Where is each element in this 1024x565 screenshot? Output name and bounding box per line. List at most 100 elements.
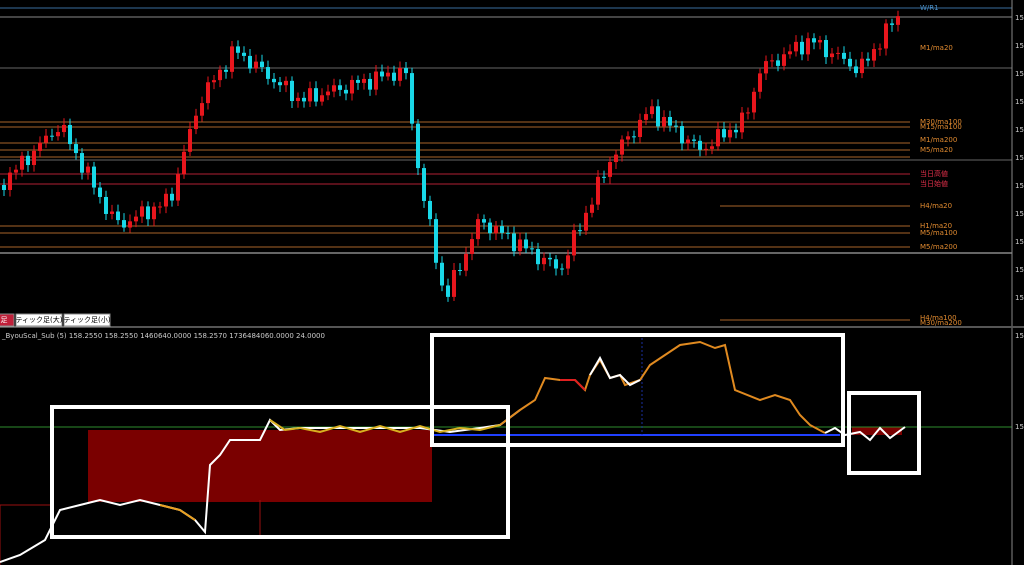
candle-body: [206, 82, 210, 104]
candle-body: [8, 172, 12, 191]
candle-body: [734, 129, 738, 133]
price-label: 15: [1015, 14, 1024, 22]
candle-body: [278, 82, 282, 86]
candle-body: [92, 166, 96, 188]
level-label: M30/ma200: [920, 319, 962, 327]
candle-body: [506, 232, 510, 234]
candle-body: [272, 78, 276, 83]
candle-body: [476, 219, 480, 240]
tool-button[interactable]: [15, 313, 63, 327]
price-label: 15: [1015, 294, 1024, 302]
candle-body: [584, 212, 588, 231]
tool-button[interactable]: [0, 313, 15, 327]
candle-body: [248, 55, 252, 69]
candle-body: [800, 41, 804, 55]
candle-body: [98, 187, 102, 197]
candle-body: [566, 255, 570, 269]
candle-body: [632, 136, 636, 138]
candle-body: [740, 112, 744, 133]
sub-pane: _ByouScal_Sub (5) 158.2550 158.2550 1460…: [0, 328, 1013, 565]
candle-body: [242, 52, 246, 56]
candle-body: [758, 73, 762, 92]
candle-body: [2, 185, 6, 191]
level-label: 当日始値: [920, 179, 948, 188]
candle-body: [554, 259, 558, 269]
zone: [88, 430, 432, 502]
zone-edge: [0, 500, 261, 565]
candle-body: [848, 58, 852, 67]
candle-body: [776, 60, 780, 66]
candle-body: [782, 54, 786, 66]
candle-body: [356, 79, 360, 83]
candle-body: [14, 169, 18, 173]
candle-body: [854, 66, 858, 74]
candle-body: [464, 253, 468, 271]
candle-body: [170, 193, 174, 201]
candle-body: [380, 71, 384, 77]
candle-body: [512, 233, 516, 252]
candle-body: [590, 204, 594, 213]
candle-body: [152, 206, 156, 220]
candle-body: [428, 200, 432, 220]
candle-body: [374, 71, 378, 90]
candle-body: [212, 80, 216, 83]
level-label: M5/ma20: [920, 146, 953, 154]
candle-body: [194, 115, 198, 130]
candle-body: [164, 193, 168, 207]
candle-body: [422, 168, 426, 201]
level-label: H4/ma100: [920, 314, 957, 322]
candle-body: [218, 69, 222, 81]
candle-body: [662, 116, 666, 127]
level-label: 当日高値: [920, 169, 948, 178]
candle-body: [746, 112, 750, 114]
candle-body: [614, 154, 618, 163]
candle-body: [488, 222, 492, 234]
candle-body: [896, 16, 900, 25]
candle-body: [224, 69, 228, 72]
candle-body: [146, 206, 150, 220]
price-label: 15: [1015, 182, 1024, 190]
candle-body: [110, 211, 114, 214]
candle-body: [266, 67, 270, 79]
candle-body: [296, 97, 300, 102]
candle-body: [878, 48, 882, 50]
candle-body: [818, 40, 822, 43]
candle-body: [578, 230, 582, 232]
level-label: M5/ma200: [920, 243, 957, 251]
price-label: 15: [1015, 42, 1024, 50]
candle-body: [302, 97, 306, 102]
candle-body: [518, 239, 522, 252]
price-label: 15: [1015, 126, 1024, 134]
candle-body: [884, 23, 888, 49]
tool-button-label: ティック足(小): [63, 315, 110, 324]
highlight-box: [847, 391, 921, 475]
candle-body: [434, 219, 438, 263]
candle-body: [38, 142, 42, 151]
candle-body: [542, 257, 546, 265]
candle-body: [134, 216, 138, 222]
candle-body: [368, 78, 372, 90]
highlight-box: [430, 333, 845, 447]
candle-body: [794, 41, 798, 52]
candle-body: [812, 38, 816, 43]
oscillator-line: [824, 426, 906, 442]
candle-body: [80, 153, 84, 173]
candle-body: [680, 126, 684, 144]
tool-button[interactable]: [63, 313, 111, 327]
candle-body: [32, 150, 36, 166]
candle-body: [416, 123, 420, 169]
candle-body: [698, 140, 702, 150]
candle-body: [362, 78, 366, 83]
candle-body: [446, 285, 450, 297]
price-label: 15: [1015, 238, 1024, 246]
candle-body: [200, 103, 204, 116]
candle-body: [290, 80, 294, 102]
candle-body: [260, 61, 264, 68]
level-label: M1/ma200: [920, 136, 957, 144]
candle-body: [392, 72, 396, 81]
candle-body: [20, 155, 24, 170]
indicator-header: _ByouScal_Sub (5) 158.2550 158.2550 1460…: [1, 332, 325, 340]
candle-body: [860, 58, 864, 74]
candle-body: [74, 144, 78, 154]
price-label: 15: [1015, 98, 1024, 106]
